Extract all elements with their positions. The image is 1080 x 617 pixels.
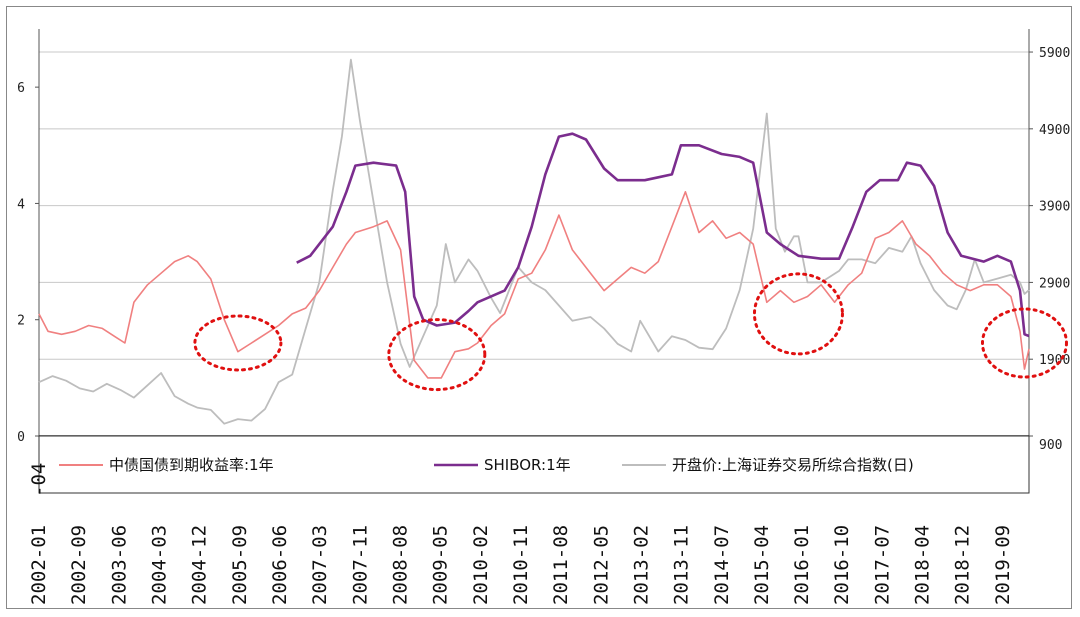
x-tick-label: 2013-02 [630, 525, 652, 605]
x-tick-label: 2019-09 [992, 525, 1014, 605]
x-tick-label: 2011-08 [550, 525, 572, 605]
x-tick-label: 2013-11 [671, 525, 693, 605]
left-tick-label: 2 [17, 314, 25, 329]
x-tick-label: 2002-01 [28, 525, 50, 605]
x-tick-label: 2016-01 [791, 525, 813, 605]
left-tick-label: 0 [17, 430, 25, 445]
series-line-sse-index [38, 58, 1030, 425]
x-tick-label: 2010-11 [510, 525, 532, 605]
series-line-shibor [296, 132, 1030, 338]
x-tick-label: 2008-08 [389, 525, 411, 605]
series-line-bond-yield [38, 191, 1030, 379]
annotation-circle [980, 307, 1068, 379]
annotation-circle [193, 314, 283, 372]
legend-label: 开盘价:上海证券交易所综合指数(日) [672, 456, 914, 474]
x-tick-label: 2007-11 [349, 525, 371, 605]
x-tick-label: 2018-04 [912, 525, 934, 605]
x-tick-label: 2003-06 [108, 525, 130, 605]
x-tick-label: 2015-04 [751, 525, 773, 605]
right-tick-label: 900 [1039, 438, 1062, 453]
right-tick-label: 3900 [1039, 200, 1070, 215]
x-tick-label: 2016-10 [831, 525, 853, 605]
right-tick-label: 2900 [1039, 276, 1070, 291]
annotation-circle [387, 318, 487, 392]
x-tick-label: 2002-09 [68, 525, 90, 605]
x-tick-label: 2017-07 [871, 525, 893, 605]
left-tick-label: 4 [17, 197, 25, 212]
x-tick-label: 2009-05 [430, 525, 452, 605]
x-tick-label: 2018-12 [952, 525, 974, 605]
right-tick-label: 4900 [1039, 123, 1070, 138]
legend-box [38, 435, 1030, 494]
annotation-circle [752, 272, 844, 356]
left-tick-label: 6 [17, 81, 25, 96]
x-tick-label: 2005-09 [229, 525, 251, 605]
chart-frame: 0 2 4 6 900 1900 2900 3900 4900 5900 中债国债到期收益率:1年 S… [6, 6, 1072, 609]
legend-label: 中债国债到期收益率:1年 [109, 456, 274, 474]
x-tick-label: 2004-03 [148, 525, 170, 605]
x-tick-label-partial: -04 [28, 463, 50, 497]
x-tick-label: 2004-12 [189, 525, 211, 605]
legend-label: SHIBOR:1年 [484, 456, 571, 474]
x-tick-label: 2010-02 [470, 525, 492, 605]
right-tick-label: 5900 [1039, 46, 1070, 61]
x-tick-label: 2006-06 [269, 525, 291, 605]
x-tick-label: 2014-07 [711, 525, 733, 605]
x-tick-label: 2012-05 [590, 525, 612, 605]
x-tick-label: 2007-03 [309, 525, 331, 605]
